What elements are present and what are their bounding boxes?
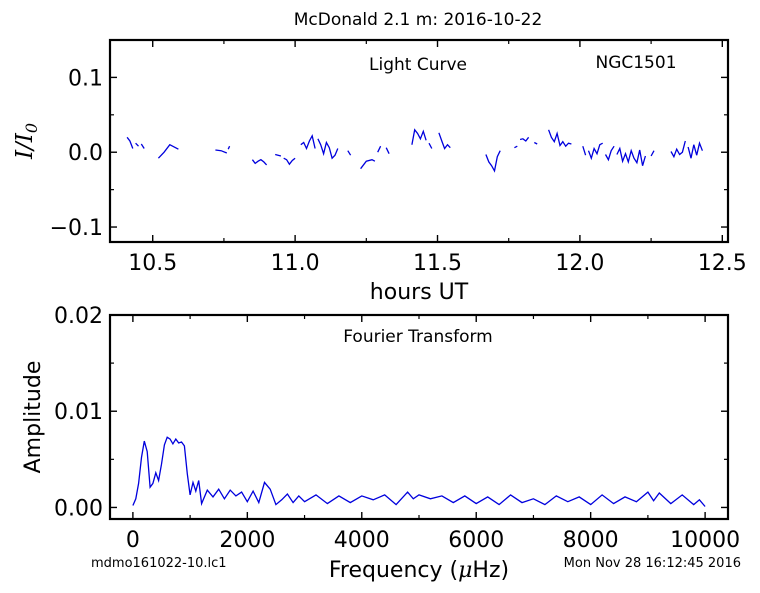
- light-curve-segment: [411, 128, 427, 145]
- fourier-ytick-label: 0.02: [54, 304, 103, 329]
- footer-filename: mdmo161022-10.lc1: [91, 556, 227, 571]
- light-curve-segment: [616, 146, 647, 166]
- light-curve-segment: [251, 158, 268, 166]
- light-curve-segment: [140, 143, 145, 149]
- light-curve-ytick-label: −0.1: [50, 216, 103, 241]
- fourier-xtick-label: 0: [126, 528, 140, 553]
- fourier-xtick-label: 4000: [334, 528, 390, 553]
- light-curve-series: [126, 128, 704, 173]
- light-curve-segment: [360, 159, 376, 170]
- light-curve-segment: [519, 136, 530, 142]
- fourier-xtick-label: 8000: [563, 528, 619, 553]
- light-curve-segment: [650, 150, 655, 157]
- light-curve-ytick-label: 0.0: [68, 141, 103, 166]
- fourier-ticks: 0 2000 4000 6000 8000 10000 0.00 0.01 0.02: [54, 304, 740, 553]
- light-curve-segment: [385, 147, 390, 154]
- fourier-xlabel: Frequency (μHz): [329, 558, 509, 583]
- light-curve-segment: [670, 140, 686, 159]
- light-curve-object-label: NGC1501: [595, 53, 676, 73]
- fourier-ytick-label: 0.01: [54, 400, 103, 425]
- light-curve-segment: [317, 138, 339, 160]
- light-curve-xtick-label: 12.0: [555, 251, 604, 276]
- light-curve-title: Light Curve: [369, 55, 467, 75]
- light-curve-panel: 10.5 11.0 11.5 12.0 12.5 −0.1 0.0 0.1 Light Cur…: [12, 38, 747, 305]
- light-curve-segment: [300, 133, 316, 151]
- light-curve-segment: [687, 140, 704, 159]
- light-curve-xtick-label: 11.5: [413, 251, 462, 276]
- figure-title: McDonald 2.1 m: 2016-10-22: [294, 10, 543, 30]
- light-curve-ticks: 10.5 11.0 11.5 12.0 12.5 −0.1 0.0 0.1: [50, 40, 747, 276]
- fourier-xtick-label: 2000: [219, 528, 275, 553]
- light-curve-segment: [215, 149, 228, 154]
- fourier-series: [132, 436, 706, 507]
- light-curve-segment: [227, 145, 231, 150]
- light-curve-segment: [485, 150, 501, 173]
- light-curve-segment: [587, 142, 603, 161]
- light-curve-xtick-label: 12.5: [698, 251, 747, 276]
- light-curve-segment: [582, 146, 587, 156]
- light-curve-segment: [534, 141, 538, 145]
- light-curve-ytick-label: 0.1: [68, 66, 103, 91]
- light-curve-segment: [428, 142, 433, 149]
- light-curve-segment: [377, 145, 382, 153]
- fourier-panel: 0 2000 4000 6000 8000 10000 0.00 0.01 0.02 Fouri…: [21, 304, 740, 583]
- light-curve-frame: [108, 38, 730, 244]
- light-curve-segment: [283, 157, 296, 166]
- light-curve-segment: [126, 136, 134, 149]
- light-curve-segment: [438, 132, 451, 150]
- footer-timestamp: Mon Nov 28 16:12:45 2016: [564, 556, 741, 571]
- light-curve-segment: [275, 153, 282, 157]
- light-curve-xtick-label: 11.0: [271, 251, 320, 276]
- light-curve-segment: [135, 142, 139, 147]
- light-curve-segment: [514, 145, 518, 149]
- fourier-title: Fourier Transform: [343, 327, 492, 347]
- light-curve-segment: [347, 150, 352, 156]
- fourier-ylabel: Amplitude: [21, 361, 46, 474]
- fourier-xtick-label: 10000: [670, 528, 740, 553]
- light-curve-xlabel: hours UT: [370, 280, 469, 305]
- light-curve-segment: [604, 145, 615, 162]
- light-curve-ylabel: I/I0: [12, 123, 41, 160]
- light-curve-segment: [157, 143, 179, 159]
- fourier-xtick-label: 6000: [448, 528, 504, 553]
- light-curve-xtick-label: 10.5: [128, 251, 177, 276]
- light-curve-segment: [547, 129, 572, 148]
- fourier-ytick-label: 0.00: [54, 496, 103, 521]
